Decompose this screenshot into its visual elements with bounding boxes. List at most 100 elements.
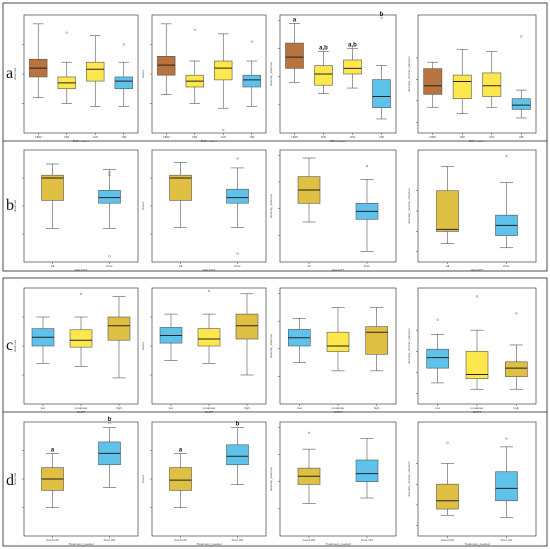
box — [436, 483, 459, 510]
y-axis-label: diversity_shannon — [269, 62, 273, 87]
outlier-point — [446, 441, 449, 444]
x-tick-label: low — [169, 406, 174, 410]
x-axis-label: GMFT — [205, 410, 214, 414]
box — [69, 329, 93, 348]
outlier-point — [122, 43, 125, 46]
row-label-a: a — [6, 65, 13, 82]
panel-2-1: chao1 GMFT low moderate high — [141, 287, 267, 414]
panel-0-3: diversity_inverse_simpson BMI z-score LBW N… — [407, 14, 537, 143]
x-tick-label: Good OH — [46, 538, 59, 542]
panel-3-0: observed Treatment_needed Good OH a Poor OH b — [13, 417, 139, 546]
outlier-point — [79, 292, 83, 295]
x-tick-label: NW — [321, 135, 326, 139]
x-tick-label: Good OH — [441, 538, 454, 542]
x-tick-label: Poor OH — [361, 538, 373, 542]
panel-frame — [151, 149, 267, 263]
panel-frame — [151, 421, 267, 537]
x-tick-label: Poor OH — [232, 538, 244, 542]
row-label-d: d — [6, 472, 14, 489]
outlier-point — [108, 174, 111, 177]
box — [242, 74, 261, 88]
x-axis-label: Treatment_needed — [325, 542, 351, 546]
box — [314, 65, 333, 86]
y-axis-label: observed — [13, 472, 17, 485]
y-axis-label: diversity_shannon — [269, 467, 273, 492]
x-tick-label: moderate — [203, 406, 216, 410]
significance-label: a,b — [348, 43, 357, 49]
y-axis-label: chao1 — [141, 475, 145, 484]
outlier-point — [307, 431, 311, 435]
x-axis-label: Treatment_needed — [196, 542, 222, 546]
box — [452, 74, 472, 99]
x-tick-label: LBW — [35, 135, 42, 139]
x-tick-label: Poor OH — [104, 538, 116, 542]
x-axis-label: Treatment_needed — [464, 542, 490, 546]
panel-2-2: diversity_shannon GMFT low moderate high — [269, 287, 397, 414]
box — [505, 361, 528, 377]
x-axis-label: Treatment_needed — [68, 542, 94, 546]
y-axis-label: chao1 — [141, 70, 145, 79]
panel-2-0: observed GMFT low moderate high — [13, 287, 139, 414]
box — [426, 348, 449, 369]
panel-0-1: chao1 BMI z-score LBW NW OW OB — [141, 14, 267, 143]
x-axis-label: BMI z-score — [73, 139, 89, 143]
x-tick-label: Poor — [234, 264, 240, 268]
y-axis-label: observed — [13, 67, 17, 80]
x-axis-label: GMFT — [334, 410, 343, 414]
panel-3-1: chao1 Treatment_needed Good OH a Poor OH b — [141, 421, 267, 546]
box — [214, 60, 233, 81]
panel-3-2: diversity_shannon Treatment_needed Good OH… — [269, 421, 397, 546]
outer-frame-top — [2, 2, 548, 272]
x-tick-label: OW — [93, 135, 98, 139]
x-tick-label: All — [179, 264, 183, 268]
y-axis-label: diversity_shannon — [269, 194, 273, 219]
x-tick-label: NW — [460, 135, 465, 139]
y-axis-label: diversity_inverse_simpson — [407, 56, 411, 92]
x-tick-label: OW — [489, 135, 494, 139]
x-axis-label: BMI z-score — [330, 139, 346, 143]
box — [343, 59, 362, 75]
outlier-point — [207, 289, 211, 293]
x-tick-label: low — [297, 406, 302, 410]
x-tick-label: Good OH — [303, 538, 316, 542]
outlier-point — [475, 295, 479, 298]
significance-label: b — [236, 422, 240, 428]
y-axis-label: observed — [13, 199, 17, 212]
x-tick-label: OB — [519, 135, 523, 139]
significance-label: b — [380, 12, 384, 18]
x-axis-label: HEI-2015 — [75, 268, 88, 272]
x-tick-label: moderate — [471, 406, 484, 410]
panel-frame — [279, 421, 397, 537]
significance-label: a — [293, 17, 297, 23]
panel-frame — [23, 421, 139, 537]
outlier-point — [108, 255, 111, 258]
outlier-point — [236, 157, 239, 160]
x-tick-label: LBW — [429, 135, 436, 139]
x-tick-label: NW — [192, 135, 197, 139]
panel-frame — [279, 14, 397, 134]
panel-3-3: diversity_inverse_simpson Treatment_neede… — [407, 421, 537, 546]
panel-frame — [23, 149, 139, 263]
x-axis-label: GMFT — [77, 410, 86, 414]
box — [169, 174, 192, 201]
x-tick-label: All — [446, 264, 450, 268]
panel-frame — [279, 149, 397, 263]
significance-label: b — [108, 417, 112, 423]
box — [226, 188, 249, 204]
x-tick-label: OW — [221, 135, 226, 139]
x-tick-label: Poor — [503, 264, 509, 268]
outlier-point — [365, 164, 369, 168]
outlier-point — [505, 437, 508, 440]
outlier-point — [108, 421, 111, 425]
outlier-point — [505, 154, 508, 158]
row-label-b: b — [6, 197, 14, 214]
x-tick-label: Good OH — [174, 538, 187, 542]
panel-1-2: diversity_shannon HEI-2015 All Poor — [269, 149, 397, 272]
x-axis-label: HEI-2015 — [471, 268, 484, 272]
x-tick-label: OW — [350, 135, 355, 139]
box — [197, 328, 221, 347]
box — [436, 190, 459, 232]
y-axis-label: chao1 — [141, 202, 145, 211]
x-tick-label: high — [513, 406, 519, 410]
box — [157, 55, 176, 76]
